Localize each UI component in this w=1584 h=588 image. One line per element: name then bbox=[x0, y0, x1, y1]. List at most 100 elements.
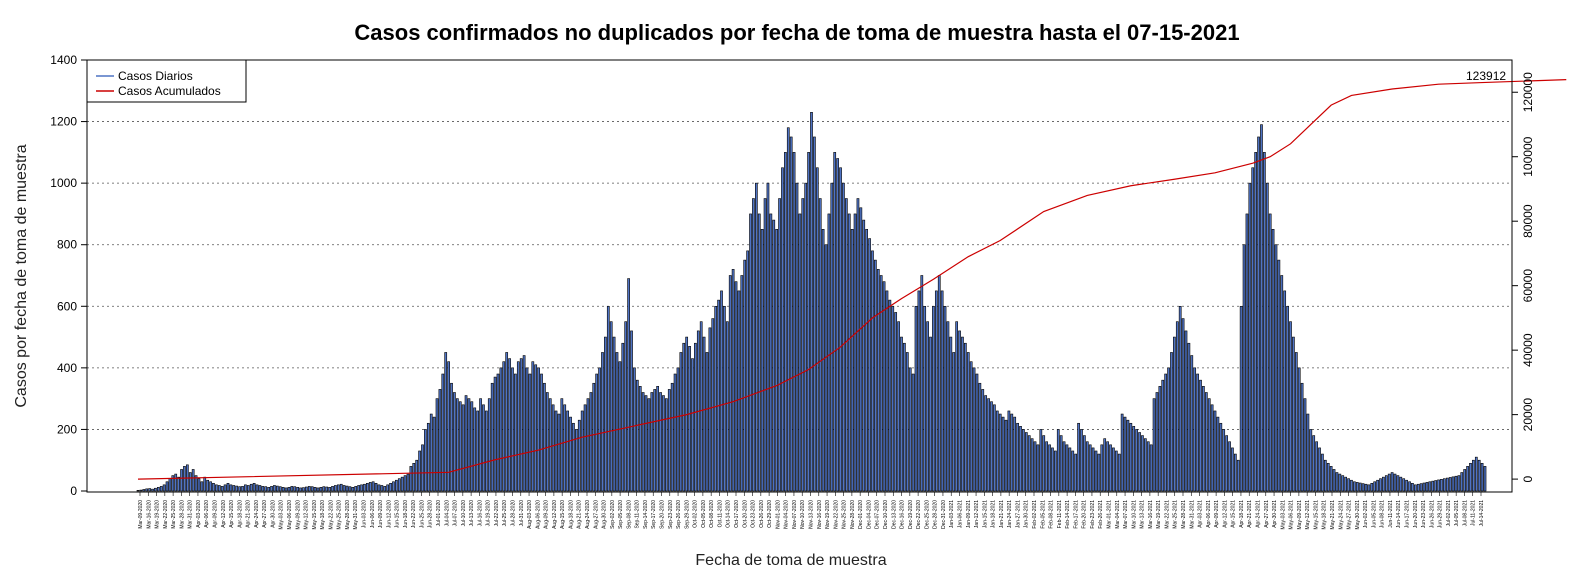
bar-daily bbox=[795, 182, 799, 492]
bar-daily bbox=[894, 312, 898, 492]
bar-daily bbox=[1399, 476, 1403, 492]
bar-daily bbox=[531, 361, 535, 492]
bar-daily bbox=[1280, 275, 1284, 492]
bar-daily bbox=[772, 219, 776, 492]
bar-daily bbox=[923, 305, 927, 492]
xtick-label: May-18-2020 bbox=[320, 500, 326, 530]
bar-daily bbox=[1103, 438, 1107, 492]
bar-daily bbox=[1106, 441, 1109, 492]
bar-daily bbox=[1112, 447, 1115, 492]
bar-daily bbox=[258, 485, 262, 492]
xtick-label: Jun-15-2020 bbox=[395, 500, 401, 528]
bar-daily bbox=[1094, 450, 1098, 492]
xtick-label: May-30-2021 bbox=[1355, 500, 1361, 530]
xtick-label: Jan-15-2021 bbox=[982, 500, 988, 528]
bar-daily bbox=[1448, 477, 1452, 492]
bar-daily bbox=[1091, 447, 1095, 492]
bar-daily bbox=[368, 482, 372, 492]
xtick-label: Jul-02-2021 bbox=[1446, 500, 1452, 527]
bar-daily bbox=[511, 367, 514, 492]
xtick-label: Dec-07-2020 bbox=[875, 500, 881, 529]
bar-daily bbox=[865, 229, 868, 492]
bar-daily bbox=[897, 321, 900, 492]
bar-daily bbox=[1022, 429, 1025, 492]
xtick-label: Apr-24-2021 bbox=[1256, 500, 1262, 528]
bar-daily bbox=[1358, 482, 1362, 492]
xtick-label: Mar-19-2021 bbox=[1156, 500, 1162, 529]
bar-daily bbox=[139, 489, 143, 492]
bar-daily bbox=[624, 321, 628, 492]
bar-daily bbox=[270, 486, 273, 492]
bar-daily bbox=[290, 486, 294, 492]
bar-daily bbox=[540, 373, 543, 492]
bar-daily bbox=[932, 305, 935, 492]
bar-daily bbox=[273, 485, 276, 492]
xtick-label: Aug-30-2020 bbox=[602, 500, 608, 529]
bar-daily bbox=[569, 416, 572, 492]
xtick-label: Oct-17-2020 bbox=[734, 500, 740, 528]
bar-daily bbox=[998, 413, 1002, 492]
bar-daily bbox=[371, 481, 375, 492]
x-axis-label: Fecha de toma de muestra bbox=[695, 552, 886, 569]
xtick-label: Jul-28-2020 bbox=[511, 500, 517, 527]
xtick-label: Oct-08-2020 bbox=[709, 500, 715, 528]
bar-daily bbox=[450, 382, 453, 492]
bar-daily bbox=[1411, 482, 1414, 492]
xtick-label: Dec-31-2020 bbox=[941, 500, 947, 529]
bar-daily bbox=[293, 486, 297, 492]
xtick-label: Nov-07-2020 bbox=[792, 500, 798, 529]
bar-daily bbox=[307, 486, 311, 492]
bar-daily bbox=[444, 352, 448, 492]
bar-daily bbox=[255, 484, 259, 492]
xtick-label: Feb-11-2021 bbox=[1057, 500, 1063, 528]
bar-daily bbox=[1100, 444, 1104, 492]
bar-daily bbox=[879, 275, 883, 492]
xtick-label: Sep-17-2020 bbox=[651, 500, 657, 529]
bar-daily bbox=[862, 219, 866, 492]
bar-daily bbox=[830, 182, 834, 492]
xtick-label: Oct-20-2020 bbox=[742, 500, 748, 528]
bar-daily bbox=[1024, 432, 1028, 492]
bar-daily bbox=[505, 352, 509, 492]
xtick-label: Jul-13-2020 bbox=[469, 500, 475, 527]
xtick-label: Feb-20-2021 bbox=[1082, 500, 1088, 529]
xtick-label: Jun-25-2020 bbox=[419, 500, 425, 528]
bar-daily bbox=[1361, 483, 1365, 492]
bar-daily bbox=[397, 478, 401, 492]
bar-daily bbox=[281, 487, 285, 492]
bar-daily bbox=[662, 395, 665, 492]
bar-daily bbox=[148, 488, 151, 492]
bar-daily bbox=[1138, 432, 1141, 492]
bar-daily bbox=[717, 299, 720, 492]
bar-daily bbox=[1170, 352, 1173, 492]
xtick-label: Nov-22-2020 bbox=[833, 500, 839, 529]
bar-daily bbox=[386, 484, 389, 492]
bar-daily bbox=[490, 382, 494, 492]
xtick-label: Feb-23-2021 bbox=[1090, 500, 1096, 529]
bar-daily bbox=[1355, 482, 1359, 492]
xtick-label: May-06-2021 bbox=[1289, 500, 1295, 530]
bar-daily bbox=[519, 358, 523, 492]
xtick-label: Jan-09-2021 bbox=[966, 500, 972, 528]
bar-daily bbox=[302, 487, 305, 492]
xtick-label: Apr-30-2020 bbox=[270, 500, 276, 528]
xtick-label: Jul-10-2020 bbox=[461, 500, 467, 527]
xtick-label: May-03-2021 bbox=[1280, 500, 1286, 530]
bar-daily bbox=[1144, 438, 1147, 492]
bar-daily bbox=[818, 198, 822, 492]
bar-daily bbox=[1292, 336, 1295, 492]
bar-daily bbox=[1001, 416, 1005, 492]
bar-daily bbox=[801, 198, 805, 492]
bar-daily bbox=[682, 342, 686, 492]
xtick-label: Sep-23-2020 bbox=[668, 500, 674, 529]
bar-daily bbox=[1109, 444, 1112, 492]
xtick-label: Jun-14-2021 bbox=[1396, 500, 1402, 528]
xtick-label: Jul-19-2020 bbox=[486, 500, 492, 527]
bar-daily bbox=[757, 213, 761, 492]
bar-daily bbox=[1234, 453, 1237, 492]
xtick-label: Oct-11-2020 bbox=[717, 500, 723, 528]
bar-daily bbox=[325, 486, 329, 492]
xtick-label: Sep-29-2020 bbox=[684, 500, 690, 529]
xtick-label: Jan-18-2021 bbox=[991, 500, 997, 528]
bar-daily bbox=[723, 305, 726, 492]
